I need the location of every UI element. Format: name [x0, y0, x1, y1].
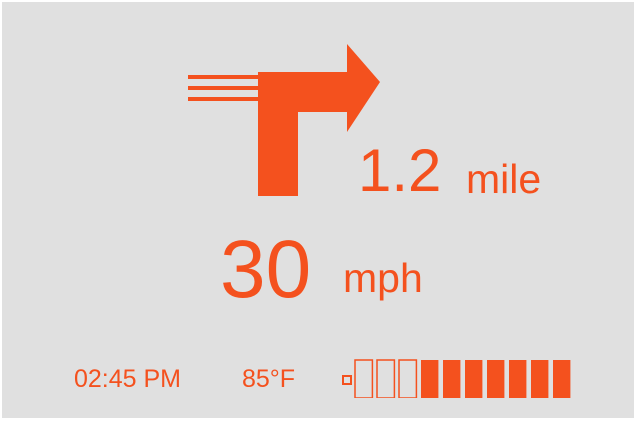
speed-unit: mph — [343, 255, 423, 301]
battery-segment-filled — [553, 360, 571, 398]
battery-segment-empty — [376, 359, 396, 398]
battery-segment-filled — [487, 360, 505, 398]
temperature-readout: 85°F — [242, 365, 296, 393]
distance-value: 1.2 — [358, 137, 442, 204]
battery-segment-filled — [531, 360, 549, 398]
speed-value: 30 — [220, 224, 312, 315]
nav-display: 1.2 mile 30 mph 02:45 PM 85°F — [2, 2, 634, 418]
clock-time: 02:45 PM — [74, 365, 182, 393]
battery-segment-filled — [443, 360, 461, 398]
battery-terminal — [342, 375, 352, 385]
battery-segment-filled — [421, 360, 439, 398]
battery-segment-filled — [465, 360, 483, 398]
battery-segment-empty — [354, 359, 374, 398]
battery-segment-empty — [398, 359, 418, 398]
turn-right-arrow-icon — [188, 44, 380, 196]
distance-unit: mile — [466, 156, 542, 202]
battery-segment-filled — [509, 360, 527, 398]
battery-icon — [342, 359, 571, 398]
